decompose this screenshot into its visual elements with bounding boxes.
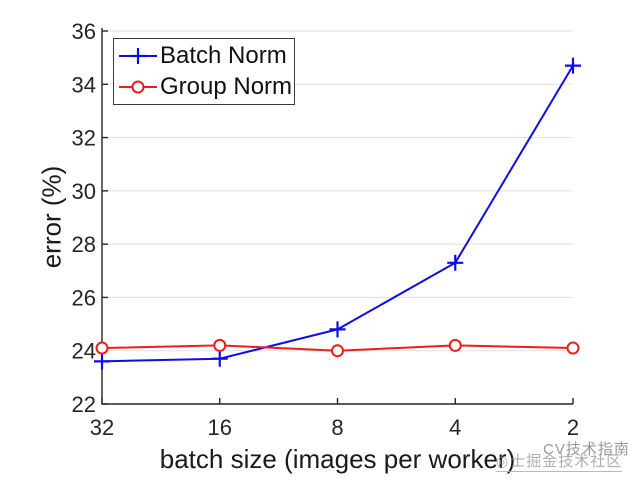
legend: Batch Norm Group Norm — [113, 38, 295, 105]
y-tick-label-28: 28 — [72, 232, 96, 257]
marker-group-norm-2 — [566, 341, 580, 355]
marker-group-norm-32 — [95, 341, 109, 355]
legend-item-group-norm: Group Norm — [116, 72, 293, 100]
marker-group-norm-4 — [448, 338, 462, 352]
marker-batch-norm-32 — [94, 353, 110, 370]
x-tick-label-32: 32 — [90, 415, 114, 440]
y-tick-label-34: 34 — [72, 72, 96, 97]
x-axis-label: batch size (images per worker) — [159, 444, 516, 474]
y-tick-label-24: 24 — [72, 339, 96, 364]
y-tick-label-32: 32 — [72, 126, 96, 151]
y-axis-label: error (%) — [36, 165, 67, 269]
y-tick-label-36: 36 — [72, 19, 96, 44]
legend-sample-group-norm-icon — [119, 80, 157, 94]
marker-batch-norm-8 — [329, 321, 346, 338]
x-tick-label-8: 8 — [331, 415, 343, 440]
legend-plus-marker-icon — [130, 48, 146, 65]
marker-group-norm-8 — [331, 344, 344, 358]
y-tick-label-22: 22 — [72, 392, 96, 417]
series-batch-norm — [94, 57, 581, 370]
marker-batch-norm-2 — [565, 57, 581, 74]
marker-group-norm-16 — [213, 338, 227, 352]
series-group-norm — [95, 338, 580, 358]
x-tick-label-2: 2 — [567, 415, 579, 440]
legend-item-batch-norm: Batch Norm — [116, 43, 290, 69]
marker-batch-norm-4 — [447, 254, 464, 271]
y-tick-label-30: 30 — [72, 179, 96, 204]
legend-sample-batch-norm-icon — [119, 48, 157, 65]
line-batch-norm — [101, 65, 574, 363]
marker-batch-norm-16 — [211, 350, 228, 367]
y-tick-label-26: 26 — [72, 285, 96, 310]
legend-label-group-norm: Group Norm — [160, 72, 293, 100]
legend-circle-marker-icon — [131, 80, 145, 94]
x-tick-label-4: 4 — [449, 415, 461, 440]
legend-label-batch-norm: Batch Norm — [160, 42, 287, 70]
x-tick-label-16: 16 — [208, 415, 232, 440]
